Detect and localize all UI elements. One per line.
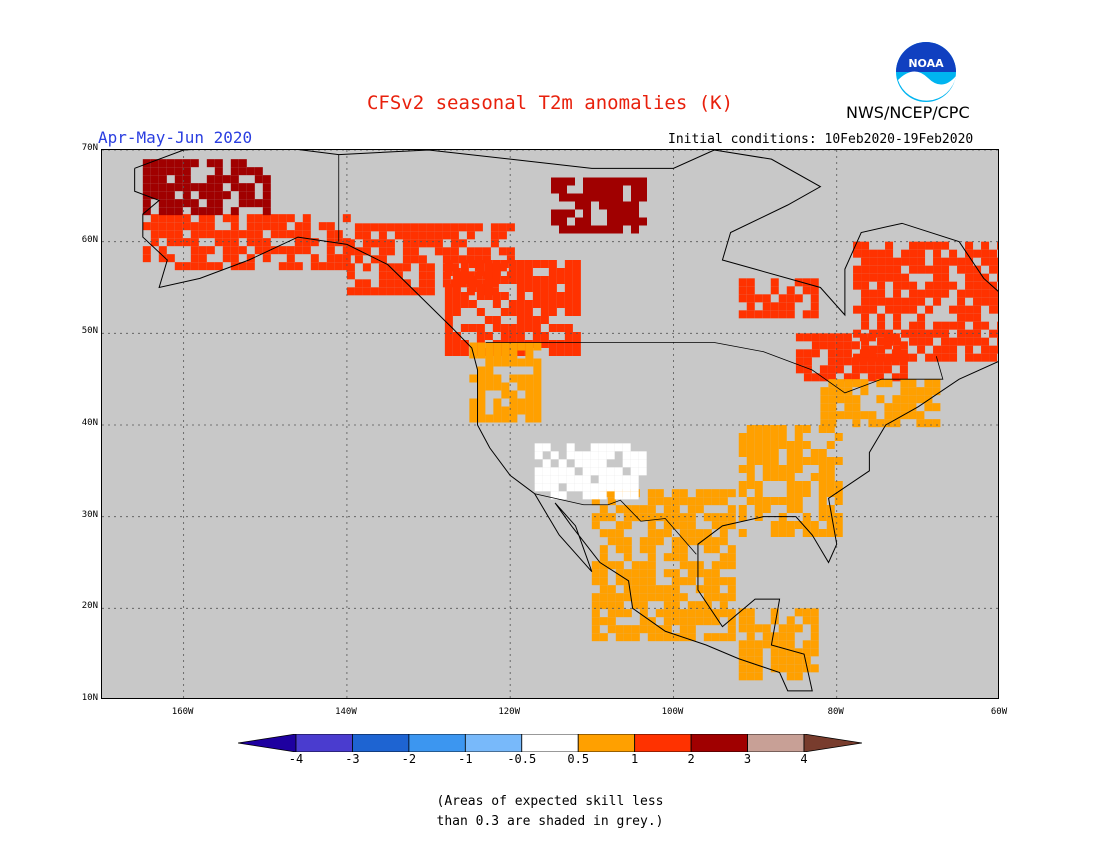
latitude-label: 50N <box>81 326 98 337</box>
anomaly-region-southwest-us-neutral <box>534 443 647 500</box>
anomaly-region-southeast-us-mild <box>738 425 843 537</box>
noaa-logo: NOAA <box>896 42 956 102</box>
anomaly-region-quebec-labrador-warm <box>853 241 998 362</box>
colorbar-segment <box>408 734 466 752</box>
anomaly-region-nwt-hot <box>551 177 647 234</box>
colorbar-segment <box>747 734 805 752</box>
latitude-label: 40N <box>81 418 98 428</box>
colorbar-label: 1 <box>631 752 639 766</box>
colorbar-label: 2 <box>687 752 695 766</box>
anomaly-region-alaska-coast-warm <box>142 214 351 271</box>
colorbar-label: -4 <box>288 752 304 766</box>
colorbar-label: -1 <box>458 752 473 766</box>
season-label: Apr-May-Jun 2020 <box>98 128 253 147</box>
chart-title: CFSv2 seasonal T2m anomalies (K) <box>366 92 734 114</box>
anomaly-region-alaska-north-hot <box>142 159 271 216</box>
anomaly-region-hudson-bay-west-warm <box>738 278 819 319</box>
colorbar-segment <box>634 734 692 752</box>
colorbar-segment <box>803 734 862 752</box>
anomaly-map <box>102 150 998 698</box>
colorbar-segment <box>464 734 523 752</box>
longitude-label: 100W <box>661 707 684 717</box>
colorbar-segment <box>352 734 410 752</box>
latitude-label: 70N <box>81 143 98 153</box>
graticule <box>102 150 998 698</box>
political-border <box>534 493 697 555</box>
anomaly-region-texas-mexico-mild <box>591 489 736 642</box>
footnote-line-1: (Areas of expected skill less <box>436 794 664 809</box>
latitude-label: 30N <box>81 509 98 520</box>
org-label: NWS/NCEP/CPC <box>846 103 970 122</box>
political-border <box>485 342 944 394</box>
latitude-label: 20N <box>81 601 98 612</box>
longitude-label: 80W <box>827 707 844 717</box>
longitude-label: 140W <box>335 707 357 717</box>
footnote-line-2: than 0.3 are shaded in grey.) <box>436 814 664 829</box>
anomaly-region-northeast-us-mild <box>820 379 941 428</box>
colorbar-label: -0.5 <box>507 752 537 766</box>
footnote: (Areas of expected skill less than 0.3 a… <box>0 792 1100 832</box>
colorbar-label: 4 <box>800 752 808 766</box>
colorbar-label: -2 <box>401 752 417 766</box>
initial-conditions-label: Initial conditions: 10Feb2020-19Feb2020 <box>668 132 974 147</box>
colorbar-segment <box>295 734 353 752</box>
colorbar-label: -3 <box>345 752 360 766</box>
latitude-label: 60N <box>81 234 98 245</box>
anomaly-region-pacific-northwest-mild <box>469 342 542 423</box>
longitude-label: 120W <box>498 707 521 717</box>
colorbar-segment <box>577 734 636 752</box>
coastline <box>134 150 998 692</box>
colorbar-label: 3 <box>743 752 752 766</box>
colorbar-segment <box>690 734 748 752</box>
colorbar-segment <box>238 734 297 752</box>
noaa-logo-text: NOAA <box>908 57 944 70</box>
colorbar-label: 0.5 <box>567 752 590 766</box>
longitude-label: 60W <box>990 707 1008 717</box>
anomaly-region-great-lakes-warm <box>795 333 908 382</box>
longitude-label: 160W <box>171 707 194 717</box>
colorbar-segment <box>521 734 579 752</box>
anomaly-region-central-america-mild <box>738 608 819 681</box>
colorbar <box>238 734 862 752</box>
map-frame <box>101 149 999 699</box>
latitude-label: 10N <box>81 693 98 703</box>
